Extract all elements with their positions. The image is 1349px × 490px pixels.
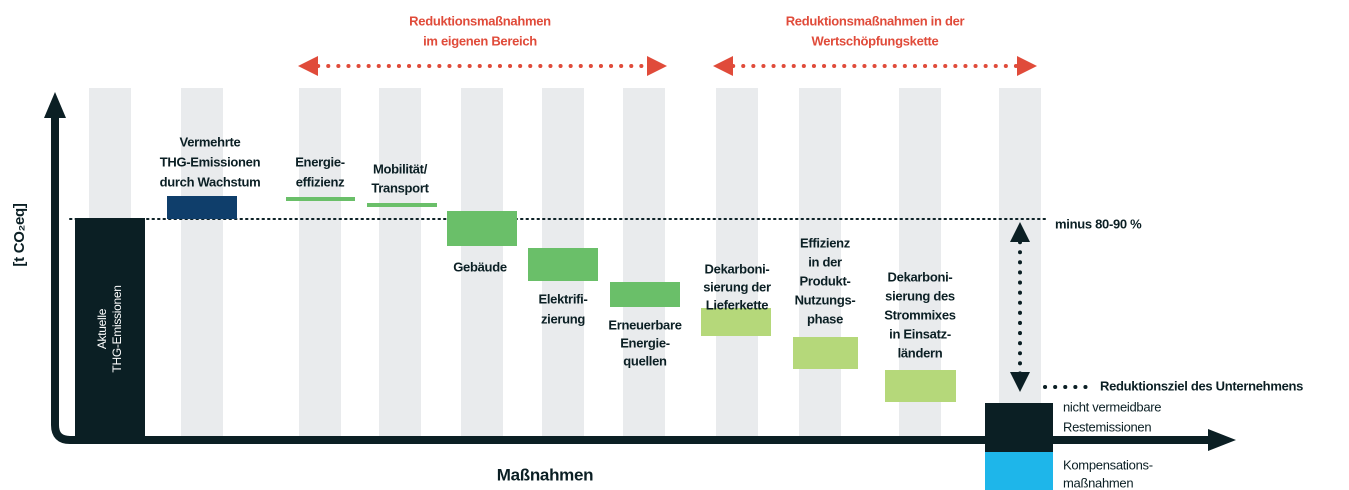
step-label: ländern bbox=[898, 345, 943, 360]
step-label: Elektrifi- bbox=[538, 291, 587, 306]
step-bar bbox=[528, 248, 598, 281]
compensation-label: maßnahmen bbox=[1063, 475, 1133, 490]
x-arrow bbox=[1208, 429, 1236, 451]
step-label: durch Wachstum bbox=[160, 174, 261, 189]
step-label: Strommixes bbox=[884, 307, 955, 322]
x-axis-label: Maßnahmen bbox=[497, 465, 593, 484]
step-bar bbox=[701, 308, 771, 336]
axes bbox=[51, 110, 1215, 444]
step-label: phase bbox=[807, 311, 843, 326]
step-label: THG-Emissionen bbox=[160, 154, 261, 169]
current-bar bbox=[75, 218, 145, 440]
current-label: Aktuelle bbox=[95, 308, 109, 349]
group-label: im eigenen Bereich bbox=[423, 33, 537, 48]
step-bar bbox=[447, 211, 517, 246]
step-label: sierung der bbox=[703, 279, 771, 294]
step-bar bbox=[610, 282, 680, 307]
residual-label: nicht vermeidbare bbox=[1063, 399, 1161, 414]
step-bar bbox=[367, 203, 437, 207]
step-bar bbox=[286, 197, 355, 201]
compensation-bar bbox=[985, 452, 1053, 490]
residual-bar bbox=[985, 403, 1053, 452]
step-label: Mobilität/ bbox=[373, 161, 428, 176]
step-label: Energie- bbox=[620, 335, 670, 350]
group-label: Reduktionsmaßnahmen bbox=[409, 13, 551, 28]
step-label: Vermehrte bbox=[180, 134, 241, 149]
step-label: Energie- bbox=[295, 154, 345, 169]
step-label: Gebäude bbox=[453, 259, 507, 274]
step-bar bbox=[885, 370, 956, 402]
y-arrow bbox=[44, 92, 66, 118]
growth-bar bbox=[167, 196, 237, 219]
step-label: zierung bbox=[541, 311, 585, 326]
target-label: Reduktionsziel des Unternehmens bbox=[1100, 378, 1303, 393]
reference-label: minus 80-90 % bbox=[1055, 216, 1142, 231]
step-label: sierung des bbox=[885, 288, 955, 303]
step-label: effizienz bbox=[296, 174, 345, 189]
step-label: in der bbox=[808, 254, 842, 269]
step-label: in Einsatz- bbox=[889, 326, 951, 341]
step-label: Dekarboni- bbox=[888, 269, 953, 284]
step-bar bbox=[793, 337, 858, 369]
step-label: Dekarboni- bbox=[705, 261, 770, 276]
current-label: THG-Emissionen bbox=[110, 285, 124, 372]
step-label: Produkt- bbox=[799, 273, 850, 288]
step-label: Nutzungs- bbox=[795, 292, 856, 307]
y-axis-label: [t CO₂eq] bbox=[11, 203, 28, 266]
group-label: Wertschöpfungskette bbox=[812, 33, 939, 48]
step-label: quellen bbox=[623, 353, 667, 368]
group-label: Reduktionsmaßnahmen in der bbox=[786, 13, 965, 28]
step-label: Erneuerbare bbox=[608, 317, 681, 332]
step-label: Effizienz bbox=[800, 235, 851, 250]
step-label: Lieferkette bbox=[706, 297, 769, 312]
residual-label: Restemissionen bbox=[1063, 419, 1151, 434]
step-label: Transport bbox=[371, 180, 429, 195]
compensation-label: Kompensations- bbox=[1063, 457, 1153, 472]
